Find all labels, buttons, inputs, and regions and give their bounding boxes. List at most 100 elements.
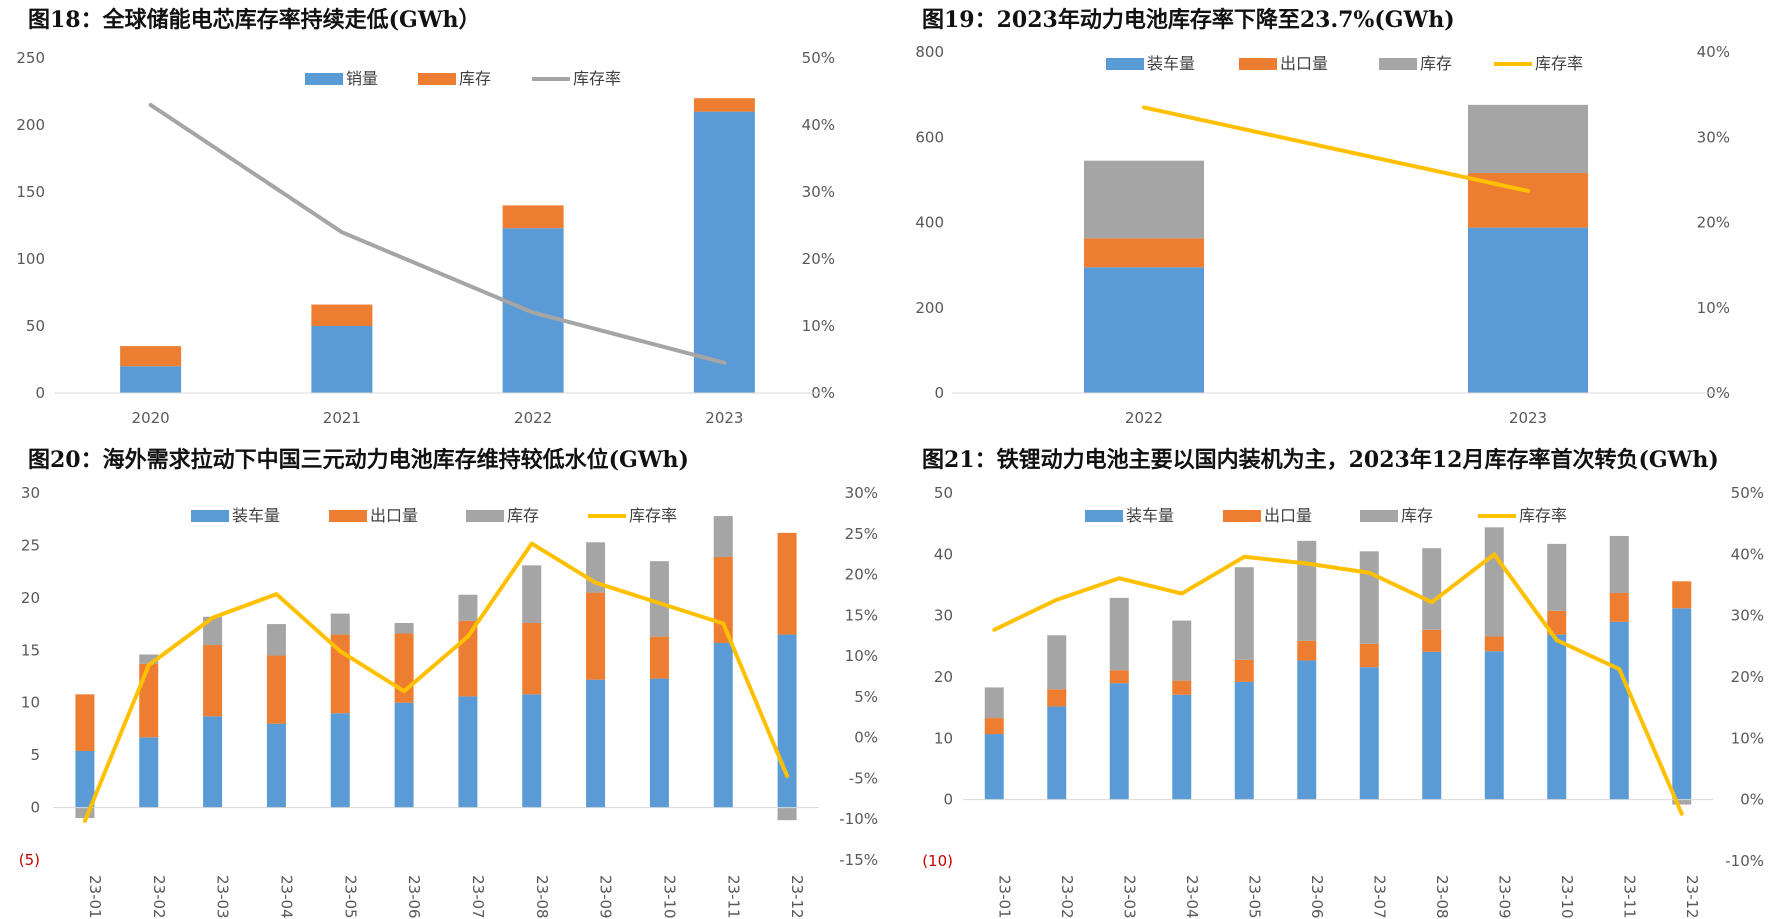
- bar-出口量-23-08: [522, 623, 542, 695]
- y2-tick-label: 20%: [1731, 668, 1764, 686]
- bar-装车量-23-08: [522, 694, 542, 808]
- bar-库存-23-08: [1422, 548, 1442, 630]
- y-tick-label: 0: [30, 799, 40, 817]
- bar-库存-23-05: [330, 613, 350, 635]
- bar-装车量-23-06: [1297, 660, 1317, 800]
- y-tick-label: 20: [934, 668, 953, 686]
- bar-装车量-23-10: [1547, 634, 1567, 800]
- legend-label: 库存: [459, 69, 491, 88]
- bar-装车量-23-11: [713, 642, 733, 808]
- legend-swatch-出口量: [329, 510, 367, 522]
- bar-库存-23-11: [1609, 535, 1629, 593]
- bar-库存-23-12: [1672, 799, 1692, 805]
- bar-装车量-23-06: [394, 702, 414, 808]
- y2-tick-label: 40%: [1697, 43, 1730, 61]
- bar-库存-23-07: [1359, 551, 1379, 644]
- chart-fig20: 30 25 20 15 10 5 0 (5) 30% 25% 20% 15% 10% 5% 0% -5% -10…: [19, 484, 878, 919]
- bar-出口量-23-10: [1547, 610, 1567, 635]
- x-tick-label: 23-09: [1495, 875, 1513, 919]
- bar-装车量-23-04: [266, 723, 286, 808]
- bar-库存-23-10: [649, 561, 669, 637]
- x-tick-label: 23-03: [1120, 875, 1138, 919]
- legend-label: 出口量: [1264, 506, 1312, 525]
- x-tick-label: 2021: [323, 409, 361, 427]
- bar-库存-23-12: [777, 807, 797, 821]
- x-tick-label: 23-06: [1308, 875, 1326, 919]
- bar-库存-23-07: [458, 594, 478, 621]
- x-tick-label: 23-06: [405, 875, 423, 919]
- bar-出口量-23-12: [777, 532, 797, 635]
- y2-tick-label: 10%: [802, 317, 835, 335]
- x-tick-label: 2022: [514, 409, 552, 427]
- x-tick-label: 23-02: [1058, 875, 1076, 919]
- y-tick-label: 25: [21, 536, 40, 554]
- y-tick-label: (5): [19, 851, 40, 869]
- bar-库存-23-06: [1297, 540, 1317, 641]
- y2-tick-label: 50%: [802, 49, 835, 67]
- bar-库存-2022: [1084, 160, 1204, 239]
- y-tick-label: 0: [943, 791, 953, 809]
- y2-tick-label: 25%: [845, 525, 878, 543]
- legend-label: 装车量: [232, 506, 280, 525]
- y-tick-label: 5: [30, 746, 40, 764]
- x-tick-label: 2023: [705, 409, 743, 427]
- y2-tick-label: 30%: [802, 183, 835, 201]
- y2-tick-label: 20%: [802, 250, 835, 268]
- legend-swatch-装车量: [191, 510, 229, 522]
- x-tick-label: 23-01: [86, 875, 104, 919]
- bar-库存-23-02: [139, 654, 159, 664]
- y2-tick-label: 0%: [811, 384, 835, 402]
- y-tick-label: (10): [922, 852, 953, 870]
- bar-出口量-23-12: [1672, 581, 1692, 609]
- y-tick-label: 200: [16, 116, 45, 134]
- y2-tick-label: 0%: [854, 729, 878, 747]
- legend-label: 库存: [1401, 506, 1433, 525]
- legend-label: 装车量: [1147, 54, 1195, 73]
- bar-库存-23-05: [1234, 567, 1254, 660]
- y2-tick-label: 40%: [1731, 545, 1764, 563]
- legend-label: 出口量: [1280, 54, 1328, 73]
- legend-swatch-库存: [466, 510, 504, 522]
- bar-装车量-23-08: [1422, 651, 1442, 800]
- bar-库存-23-08: [522, 565, 542, 624]
- y2-tick-label: -15%: [839, 851, 878, 869]
- bar-出口量-23-04: [266, 655, 286, 724]
- chart-panel-fig20: 图20：海外需求拉动下中国三元动力电池库存维持较低水位(GWh) 30 25 20 1…: [0, 440, 894, 919]
- bar-库存-23-01: [984, 687, 1004, 719]
- legend-label: 库存: [507, 506, 539, 525]
- bar-出口量-23-03: [1109, 670, 1129, 684]
- legend-swatch-出口量: [1223, 510, 1261, 522]
- bar-装车量-23-03: [203, 716, 223, 808]
- y2-tick-label: 0%: [1740, 791, 1764, 809]
- x-tick-label: 23-12: [1683, 875, 1701, 919]
- x-tick-label: 23-01: [995, 875, 1013, 919]
- bar-装车量-23-09: [586, 679, 606, 808]
- bar-库存-23-03: [1109, 597, 1129, 671]
- bar-出口量-23-07: [1359, 643, 1379, 668]
- bar-库存-23-02: [1047, 635, 1067, 690]
- line-库存率: [82, 541, 790, 823]
- bar-出口量-23-07: [458, 620, 478, 697]
- bar-出口量-23-02: [139, 663, 159, 738]
- y-tick-label: 20: [21, 589, 40, 607]
- legend-swatch-库存: [1360, 510, 1398, 522]
- bar-装车量-23-01: [75, 750, 95, 808]
- bar-装车量-23-01: [984, 734, 1004, 800]
- line-库存率: [148, 102, 727, 365]
- bar-装车量-23-07: [1359, 667, 1379, 800]
- bar-库存-2020: [120, 346, 182, 367]
- x-tick-label: 23-08: [1433, 875, 1451, 919]
- x-tick-label: 23-08: [533, 875, 551, 919]
- bar-装车量-2023: [1468, 227, 1588, 393]
- bar-库存-23-04: [266, 624, 286, 656]
- bar-库存-2022: [502, 205, 564, 229]
- legend-label: 装车量: [1126, 506, 1174, 525]
- bar-装车量-23-02: [1047, 706, 1067, 800]
- bar-装车量-23-11: [1609, 621, 1629, 800]
- y-tick-label: 10: [21, 694, 40, 712]
- chart-title: 图18：全球储能电芯库存率持续走低(GWh）: [28, 7, 481, 33]
- legend-label: 库存率: [1519, 506, 1567, 525]
- legend-swatch-库存: [418, 73, 456, 85]
- y-tick-label: 250: [16, 49, 45, 67]
- line-库存率: [992, 552, 1684, 816]
